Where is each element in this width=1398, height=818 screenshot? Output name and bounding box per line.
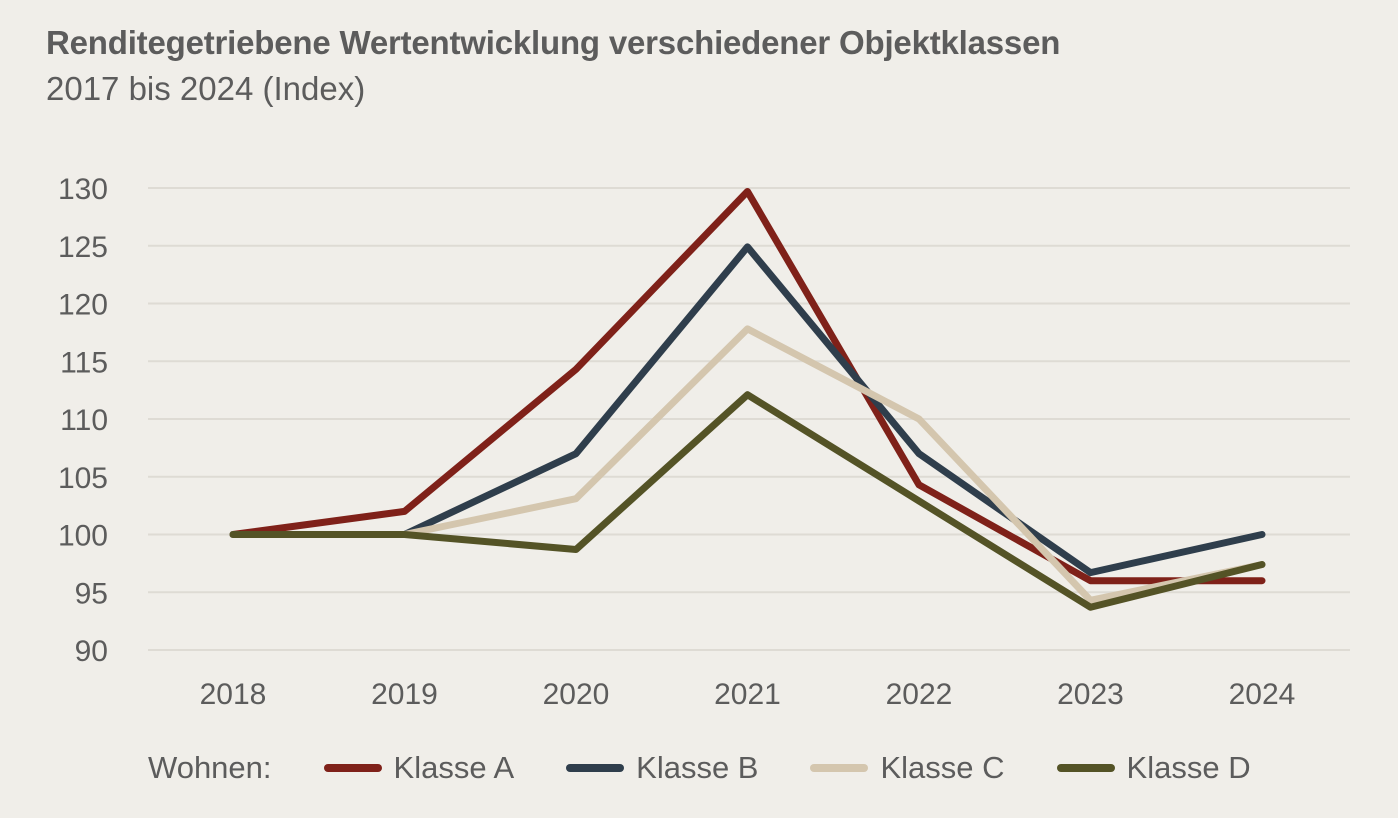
- legend-swatch: [1056, 764, 1115, 772]
- x-tick-label: 2021: [714, 678, 781, 711]
- y-tick-label: 130: [58, 173, 108, 206]
- y-tick-label: 95: [75, 577, 108, 610]
- x-tick-label: 2020: [543, 678, 610, 711]
- chart-legend: Wohnen: Klasse A Klasse B Klasse C Klass…: [148, 748, 1251, 788]
- legend-label: Klasse B: [636, 750, 759, 785]
- legend-item-klasse-b: Klasse B: [566, 750, 758, 786]
- series-line-klasse-b: [229, 243, 1266, 577]
- y-tick-label: 120: [58, 289, 108, 322]
- y-axis: 90 95 100 105 110 115 120 125 130: [58, 173, 108, 668]
- legend-swatch: [323, 764, 382, 772]
- y-tick-label: 100: [58, 520, 108, 553]
- y-tick-label: 110: [60, 404, 108, 437]
- series-line-klasse-a: [229, 187, 1266, 585]
- legend-label: Klasse C: [880, 750, 1005, 785]
- legend-item-klasse-c: Klasse C: [810, 750, 1005, 786]
- x-axis: 2018 2019 2020 2021 2022 2023 2024: [200, 678, 1296, 711]
- legend-prefix: Wohnen:: [148, 750, 272, 785]
- y-tick-label: 105: [58, 462, 108, 495]
- legend-item-klasse-d: Klasse D: [1056, 750, 1251, 786]
- chart-title: Renditegetriebene Wertentwicklung versch…: [46, 24, 1061, 61]
- series-line-klasse-c: [229, 325, 1266, 604]
- series-line-klasse-d: [229, 391, 1266, 611]
- legend-swatch: [566, 764, 625, 772]
- x-tick-label: 2024: [1229, 678, 1296, 711]
- legend-swatch: [810, 764, 869, 772]
- y-tick-label: 125: [58, 231, 108, 264]
- y-tick-label: 90: [75, 635, 108, 668]
- legend-label: Klasse A: [393, 750, 515, 785]
- x-tick-label: 2018: [200, 678, 267, 711]
- x-tick-label: 2023: [1057, 678, 1124, 711]
- chart-subtitle: 2017 bis 2024 (Index): [46, 70, 366, 107]
- x-tick-label: 2022: [886, 678, 953, 711]
- legend-item-klasse-a: Klasse A: [323, 750, 515, 786]
- legend-label: Klasse D: [1126, 750, 1251, 785]
- y-tick-label: 115: [60, 346, 108, 379]
- x-tick-label: 2019: [371, 678, 438, 711]
- chart-series: [229, 187, 1266, 611]
